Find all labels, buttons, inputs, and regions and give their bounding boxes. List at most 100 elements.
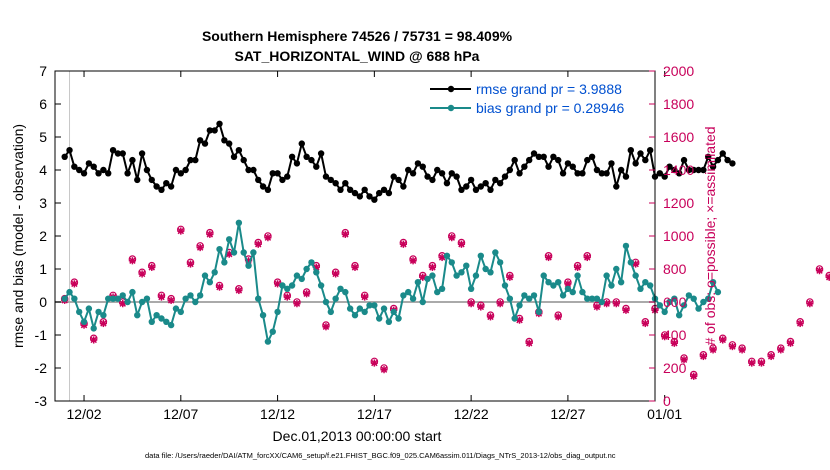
rmse-point bbox=[559, 170, 567, 177]
x-tick-label: 12/12 bbox=[260, 406, 295, 422]
bias-point bbox=[284, 285, 291, 292]
bias-point bbox=[129, 288, 136, 296]
bias-point bbox=[138, 298, 146, 306]
rmse-point bbox=[371, 196, 378, 203]
bias-point bbox=[211, 269, 218, 276]
y-tick-label: 4 bbox=[39, 162, 47, 178]
rmse-point bbox=[564, 160, 572, 167]
footnote: data file: /Users/raeder/DAI/ATM_forcXX/… bbox=[145, 451, 616, 460]
bias-point bbox=[448, 259, 455, 266]
bias-point bbox=[661, 308, 668, 316]
rmse-point bbox=[709, 163, 717, 170]
rmse-point bbox=[327, 176, 335, 184]
rmse-point bbox=[158, 186, 165, 193]
bias-point bbox=[409, 295, 417, 302]
rmse-point bbox=[506, 166, 514, 174]
bias-point bbox=[564, 285, 572, 292]
y-tick-label: -2 bbox=[35, 360, 48, 376]
bias-point bbox=[487, 269, 494, 276]
rmse-point bbox=[274, 170, 281, 177]
y-tick-label: 6 bbox=[39, 96, 47, 112]
rmse-point bbox=[579, 170, 586, 177]
obs-assimilated-point bbox=[593, 303, 601, 311]
bias-point bbox=[555, 279, 562, 286]
rmse-point bbox=[525, 156, 533, 164]
legend-rmse-label: rmse grand pr = 3.9888 bbox=[476, 81, 622, 97]
obs-assimilated-point bbox=[583, 253, 591, 262]
rmse-point bbox=[424, 173, 431, 180]
obs-assimilated-point bbox=[573, 263, 582, 271]
bias-point bbox=[317, 282, 325, 289]
rmse-point bbox=[192, 156, 199, 164]
bias-point bbox=[177, 308, 185, 316]
obs-assimilated-point bbox=[138, 270, 146, 278]
y2-tick-label: 1400 bbox=[663, 162, 694, 178]
bias-point bbox=[356, 305, 364, 312]
obs-assimilated-point bbox=[167, 296, 175, 304]
rmse-point bbox=[521, 163, 528, 170]
rmse-point bbox=[114, 150, 122, 157]
y-tick-label: 0 bbox=[39, 294, 47, 310]
rmse-point bbox=[138, 150, 146, 157]
bias-point bbox=[308, 259, 315, 266]
legend-rmse-marker bbox=[447, 85, 455, 93]
obs-assimilated-point bbox=[196, 243, 204, 252]
series-marks bbox=[60, 120, 830, 380]
bias-point bbox=[666, 298, 673, 306]
rmse-point bbox=[284, 173, 291, 180]
bias-point bbox=[351, 312, 359, 319]
rmse-point bbox=[400, 183, 407, 190]
bias-point bbox=[322, 298, 330, 306]
bias-point bbox=[501, 282, 509, 289]
x-tick-label: 12/22 bbox=[454, 406, 489, 422]
rmse-point bbox=[637, 150, 644, 157]
bias-point bbox=[467, 285, 475, 292]
rmse-point bbox=[356, 193, 364, 200]
bias-point bbox=[119, 292, 126, 299]
rmse-point bbox=[288, 153, 296, 160]
x-tick-label: 01/01 bbox=[647, 406, 682, 422]
rmse-point bbox=[119, 150, 126, 157]
obs-assimilated-point bbox=[370, 359, 378, 367]
bias-point bbox=[622, 242, 630, 250]
rmse-point bbox=[574, 170, 581, 177]
rmse-point bbox=[375, 189, 383, 197]
rmse-point bbox=[245, 166, 252, 174]
rmse-point bbox=[385, 189, 393, 197]
y-tick-label: 1 bbox=[39, 261, 47, 277]
rmse-point bbox=[332, 180, 339, 187]
bias-point bbox=[525, 295, 533, 302]
obs-assimilated-point bbox=[264, 234, 272, 242]
bias-point bbox=[613, 265, 620, 273]
obs-assimilated-point bbox=[748, 359, 756, 367]
bias-point bbox=[540, 272, 547, 279]
bias-point bbox=[385, 318, 393, 325]
rmse-point bbox=[269, 170, 276, 177]
obs-assimilated-point bbox=[477, 303, 485, 311]
obs-assimilated-point bbox=[215, 283, 224, 291]
bias-point bbox=[105, 295, 112, 302]
rmse-point bbox=[395, 176, 402, 184]
bias-point bbox=[163, 318, 170, 325]
bias-point bbox=[279, 282, 286, 289]
obs-assimilated-point bbox=[806, 300, 814, 308]
rmse-point bbox=[642, 156, 649, 164]
rmse-point bbox=[172, 166, 180, 174]
obs-assimilated-point bbox=[254, 240, 262, 248]
rmse-point bbox=[598, 170, 605, 177]
obs-assimilated-point bbox=[351, 263, 359, 271]
rmse-point bbox=[535, 153, 543, 160]
bias-point bbox=[85, 305, 93, 312]
obs-assimilated-point bbox=[70, 280, 78, 288]
rmse-point bbox=[255, 176, 262, 184]
obs-assimilated-point bbox=[738, 346, 746, 354]
rmse-point bbox=[109, 147, 117, 154]
bias-point bbox=[375, 315, 383, 322]
obs-assimilated-point bbox=[825, 273, 830, 281]
rmse-point bbox=[390, 173, 397, 180]
bias-point bbox=[245, 262, 252, 269]
bias-point bbox=[477, 252, 485, 259]
bias-point bbox=[109, 295, 117, 302]
rmse-point bbox=[685, 166, 693, 174]
rmse-point bbox=[632, 160, 639, 167]
